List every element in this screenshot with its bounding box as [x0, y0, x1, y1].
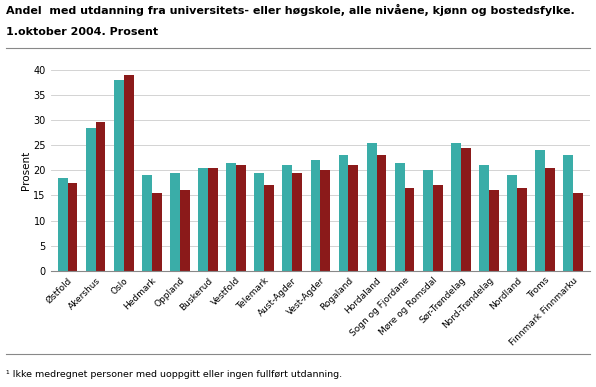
Bar	[254, 173, 264, 271]
Bar	[152, 193, 162, 271]
Bar	[124, 75, 134, 271]
Bar	[349, 165, 358, 271]
Bar	[283, 165, 292, 271]
Bar	[208, 168, 218, 271]
Bar	[563, 155, 573, 271]
Bar	[461, 147, 471, 271]
Bar	[180, 190, 190, 271]
Bar	[405, 188, 414, 271]
Bar	[264, 185, 274, 271]
Bar	[479, 165, 489, 271]
Bar	[573, 193, 583, 271]
Bar	[311, 160, 320, 271]
Bar	[58, 178, 67, 271]
Bar	[236, 165, 246, 271]
Bar	[545, 168, 555, 271]
Bar	[489, 190, 499, 271]
Bar	[451, 142, 461, 271]
Y-axis label: Prosent: Prosent	[20, 151, 30, 190]
Bar	[339, 155, 349, 271]
Bar	[517, 188, 527, 271]
Bar	[321, 170, 330, 271]
Bar	[142, 175, 152, 271]
Bar	[170, 173, 180, 271]
Bar	[433, 185, 443, 271]
Bar	[95, 122, 105, 271]
Bar	[535, 150, 545, 271]
Bar	[67, 183, 77, 271]
Text: ¹ Ikke medregnet personer med uoppgitt eller ingen fullført utdanning.: ¹ Ikke medregnet personer med uoppgitt e…	[6, 370, 342, 379]
Bar	[367, 142, 377, 271]
Bar	[423, 170, 433, 271]
Bar	[198, 168, 208, 271]
Bar	[86, 127, 95, 271]
Bar	[114, 80, 124, 271]
Bar	[292, 173, 302, 271]
Bar	[395, 163, 405, 271]
Text: 1.oktober 2004. Prosent: 1.oktober 2004. Prosent	[6, 27, 158, 37]
Bar	[377, 155, 386, 271]
Bar	[226, 163, 236, 271]
Bar	[507, 175, 517, 271]
Text: Andel  med utdanning fra universitets- eller høgskole, alle nivåene, kjønn og bo: Andel med utdanning fra universitets- el…	[6, 4, 575, 16]
